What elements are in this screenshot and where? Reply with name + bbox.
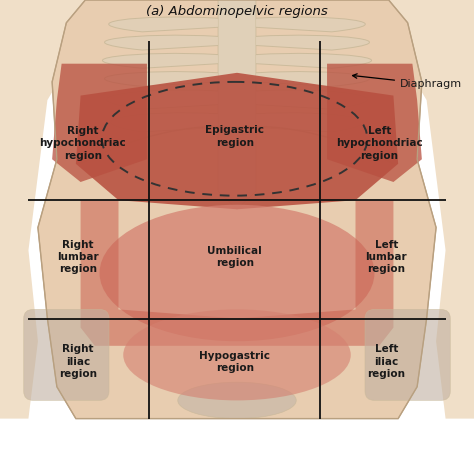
Polygon shape [218,0,256,209]
Polygon shape [327,64,422,182]
Polygon shape [389,0,474,419]
PathPatch shape [107,90,218,109]
PathPatch shape [105,71,218,86]
Text: Right
iliac
region: Right iliac region [59,344,97,379]
PathPatch shape [256,53,372,68]
Text: Right
hypochondriac
region: Right hypochondriac region [39,126,127,161]
Text: Right
lumbar
region: Right lumbar region [57,240,99,274]
PathPatch shape [256,17,365,32]
Text: Epigastric
region: Epigastric region [205,125,264,148]
PathPatch shape [256,90,367,109]
Text: Diaphragm: Diaphragm [353,74,462,89]
Text: (a) Abdominopelvic regions: (a) Abdominopelvic regions [146,5,328,18]
FancyBboxPatch shape [365,309,450,400]
Ellipse shape [178,382,296,419]
Text: Umbilical
region: Umbilical region [207,246,262,268]
FancyBboxPatch shape [24,309,109,400]
PathPatch shape [109,17,218,32]
PathPatch shape [256,113,363,132]
Ellipse shape [123,309,351,400]
Text: Left
lumbar
region: Left lumbar region [365,240,407,274]
Ellipse shape [100,205,374,341]
Text: Hypogastric
region: Hypogastric region [199,350,270,373]
Polygon shape [81,200,393,346]
Text: Left
hypochondriac
region: Left hypochondriac region [336,126,423,161]
Polygon shape [0,0,85,419]
PathPatch shape [256,71,369,86]
Polygon shape [52,64,147,182]
PathPatch shape [256,35,369,50]
PathPatch shape [102,53,218,68]
Text: Left
iliac
region: Left iliac region [367,344,405,379]
Polygon shape [76,73,398,209]
PathPatch shape [111,113,218,132]
PathPatch shape [105,35,218,50]
Polygon shape [38,0,436,419]
